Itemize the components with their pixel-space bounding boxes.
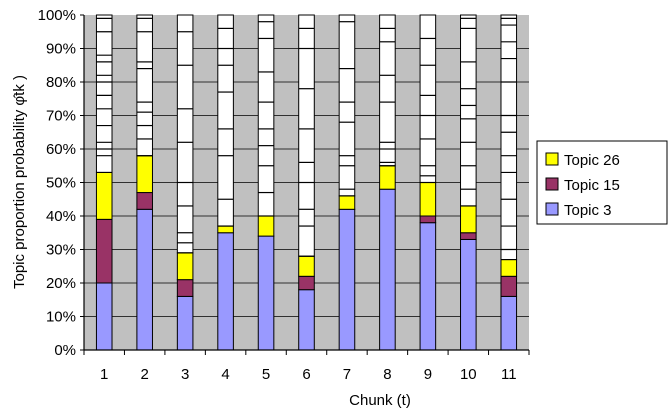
bar-segment (136, 192, 153, 210)
y-tick-label: 40% (46, 208, 76, 225)
bar-segment (419, 222, 437, 351)
x-tick-label: 11 (501, 366, 517, 383)
bar-segment (136, 155, 153, 194)
x-tick-label: 10 (460, 366, 477, 383)
legend-swatch (545, 152, 559, 166)
bar-segment (95, 218, 113, 284)
y-tick-label: 100% (38, 7, 76, 24)
y-tick-label: 30% (46, 242, 76, 259)
x-tick-labels: 1 2 3 4 5 6 7 8 9 10 11 (100, 366, 517, 383)
bar-segment (136, 208, 153, 351)
bar-segment-other-topics (257, 14, 275, 217)
bar-segment (257, 235, 275, 351)
x-axis-label: Chunk (t) (349, 392, 411, 409)
bar-segment-other-topics (298, 14, 315, 257)
bar-segment-other-topics (500, 14, 518, 261)
bar-segment (217, 232, 234, 351)
legend-label: Topic 26 (564, 152, 620, 169)
x-tick-label: 7 (343, 366, 351, 383)
bar-segment (379, 165, 396, 190)
bar-segment-other-topics (217, 14, 234, 227)
bar-segment (176, 252, 194, 281)
bar-segment-other-topics (176, 14, 194, 254)
y-tick-label: 90% (46, 41, 76, 58)
legend-label: Topic 3 (564, 202, 612, 219)
bar-segment (419, 215, 437, 224)
x-tick-label: 6 (302, 366, 310, 383)
legend-swatch (545, 177, 559, 191)
legend-swatch (545, 202, 559, 216)
y-tick-labels: 0% 10% 20% 30% 40% 50% 60% 70% 80% 90% 100% (38, 7, 76, 359)
y-tick-label: 60% (46, 141, 76, 158)
y-axis-label: Topic proportion probability φ̂tk ) (11, 75, 28, 289)
x-tick-label: 1 (100, 366, 108, 383)
bar-segment (298, 255, 315, 277)
x-tick-label: 3 (181, 366, 189, 383)
x-tick-label: 2 (141, 366, 149, 383)
y-tick-label: 50% (46, 175, 76, 192)
bars (95, 14, 518, 351)
bar-segment (338, 208, 356, 351)
legend-frame (536, 140, 668, 225)
bar-segment (500, 295, 518, 351)
x-tick-label: 5 (262, 366, 270, 383)
bar-segment (176, 279, 194, 297)
bar-segment (500, 259, 518, 277)
x-tick-label: 8 (383, 366, 391, 383)
bar-segment (460, 238, 477, 351)
bar-segment-other-topics (338, 14, 356, 197)
bar-segment (460, 232, 477, 240)
bar-segment (257, 215, 275, 237)
y-tick-label: 10% (46, 309, 76, 326)
bar-segment (176, 295, 194, 351)
x-tick-label: 4 (221, 366, 229, 383)
bar-segment (217, 225, 234, 234)
bar-segment (379, 188, 396, 351)
bar-segment-other-topics (460, 14, 477, 207)
legend-label: Topic 15 (564, 177, 620, 194)
y-tick-label: 0% (54, 342, 76, 359)
bar-segment-other-topics (419, 14, 437, 183)
bar-segment (298, 289, 315, 351)
axes (80, 14, 530, 355)
bar-segment (95, 282, 113, 351)
bar-segment-other-topics (136, 14, 153, 157)
bar-segment (338, 195, 356, 210)
x-tick-label: 9 (424, 366, 432, 383)
y-tick-label: 80% (46, 74, 76, 91)
bar-segment (95, 171, 113, 220)
bar-segment (500, 275, 518, 297)
bar-segment (298, 275, 315, 291)
y-tick-label: 70% (46, 108, 76, 125)
legend: Topic 26 Topic 15 Topic 3 (536, 140, 668, 225)
bar-segment (419, 182, 437, 217)
y-tick-label: 20% (46, 275, 76, 292)
bar-segment-other-topics (379, 14, 396, 167)
bar-segment (460, 205, 477, 234)
